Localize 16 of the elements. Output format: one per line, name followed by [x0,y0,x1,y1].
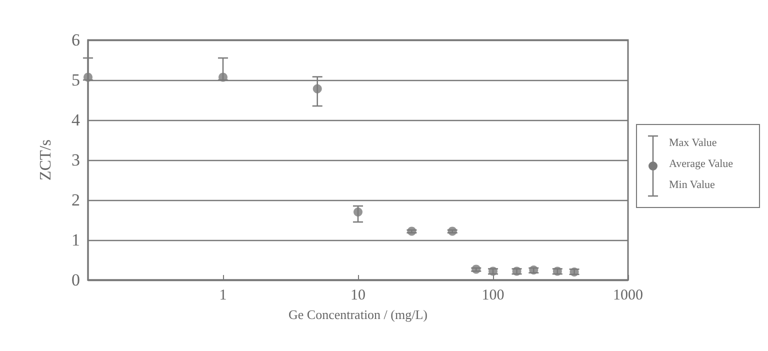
x-tick-label: 10 [350,288,366,304]
y-tick-label: 3 [72,150,80,170]
y-tick-label: 4 [72,110,80,130]
y-tick-label: 5 [72,70,80,90]
y-tick-label: 2 [72,190,80,210]
y-tick-label: 0 [72,270,80,290]
x-tick-label: 100 [482,288,504,304]
text: Min Value [669,179,715,191]
y-axis-title: ZCT/s [38,140,54,180]
x-tick-label: 1 [219,288,227,304]
x-tick-label: 1000 [613,288,643,304]
y-tick-label: 1 [72,230,80,250]
x-axis-title: Ge Concentration / (mg/L) [288,307,428,322]
text: Max Value [669,137,717,149]
y-tick-label: 6 [72,30,80,50]
legend-label: Average Value [669,158,734,170]
